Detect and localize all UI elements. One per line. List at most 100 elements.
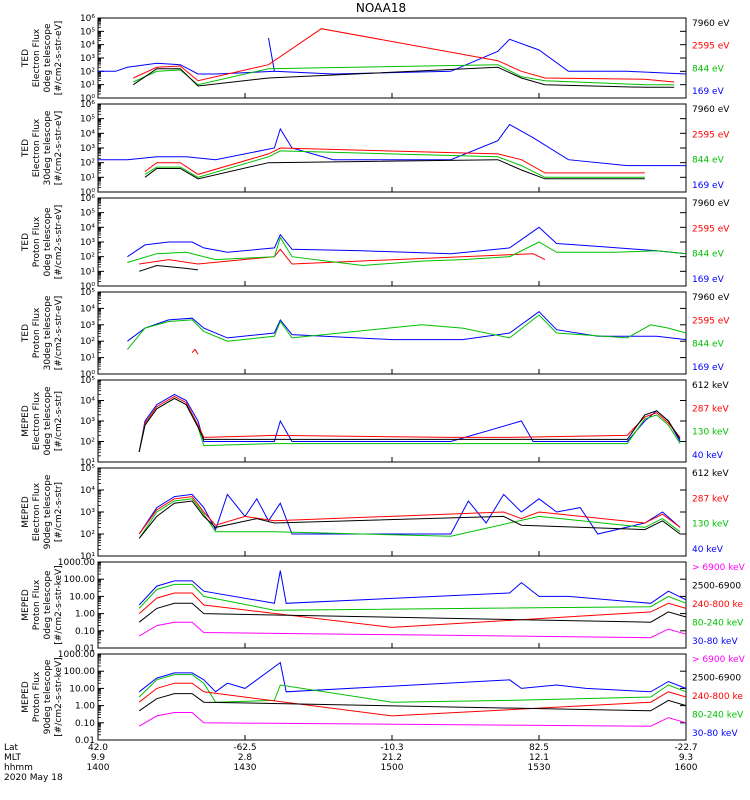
y-tick-label: 10¹ — [80, 267, 95, 277]
legend-entry: > 6900 keV — [692, 563, 746, 573]
y-axis-label-line: TED — [21, 139, 31, 158]
legend-entry: 2595 eV — [692, 316, 730, 326]
y-axis-label-line: 30deg telescope — [43, 295, 53, 370]
y-tick-label: 10⁰ — [80, 188, 95, 198]
y-tick-label: 10⁵ — [80, 376, 95, 386]
x-row-label: MLT — [4, 753, 22, 763]
legend-entry: 2595 eV — [692, 130, 730, 140]
y-tick-label: 10² — [80, 159, 95, 169]
y-axis-label-line: [#/cm2-s-str] — [54, 391, 64, 451]
legend-entry: > 6900 keV — [692, 655, 746, 665]
x-tick-label-lat: -62.5 — [233, 743, 256, 753]
y-tick-label: 10⁶ — [80, 100, 95, 110]
y-tick-label: 1.00 — [75, 610, 95, 620]
x-row-label: Lat — [4, 743, 19, 753]
series-line — [98, 123, 686, 167]
x-tick-label-hhmm: 1600 — [675, 763, 698, 773]
legend-entry: 169 eV — [692, 87, 725, 97]
y-tick-label: 10² — [80, 530, 95, 540]
y-tick-label: 10⁵ — [80, 27, 95, 37]
x-tick-label-mlt: 9.3 — [679, 753, 693, 763]
y-axis-label-line: MEPED — [21, 496, 31, 528]
series-line — [133, 66, 675, 88]
legend-entry: 7960 eV — [692, 19, 730, 29]
legend-entry: 2595 eV — [692, 224, 730, 234]
series-line — [138, 661, 687, 693]
legend-entry: 40 keV — [692, 545, 724, 555]
legend-entry: 844 eV — [692, 156, 725, 166]
y-axis-label-line: 0deg telescope — [43, 570, 53, 640]
x-tick-label-hhmm: 1500 — [381, 763, 404, 773]
y-axis-label-line: 90deg telescope — [43, 474, 53, 549]
series-line — [133, 28, 675, 83]
y-tick-label: 10⁴ — [80, 486, 95, 496]
legend-entry: 2595 eV — [692, 42, 730, 52]
x-tick-label-lat: -22.7 — [674, 743, 697, 753]
y-axis-label-line: Proton Flux — [32, 216, 42, 267]
y-tick-label: 10³ — [80, 417, 95, 427]
y-axis-label-line: Proton Flux — [32, 579, 42, 630]
x-tick-label-mlt: 9.9 — [91, 753, 106, 763]
y-tick-label: 0.01 — [75, 644, 95, 654]
x-axis-date: 2020 May 18 — [4, 773, 63, 783]
series-line — [138, 583, 687, 611]
y-tick-label: 10⁰ — [80, 282, 95, 292]
panel-frame — [97, 653, 687, 741]
y-axis-label-line: 30deg telescope — [43, 110, 53, 185]
panel-6: 10¹ 10² 10³ 10⁴ 10⁵ MEPED Electron Flux 90deg t… — [21, 464, 729, 562]
y-axis-label-line: Electron Flux — [32, 118, 42, 177]
legend-entry: 169 eV — [692, 181, 725, 191]
legend-entry: 7960 eV — [692, 293, 730, 303]
series-line — [98, 37, 687, 75]
legend-entry: 130 keV — [692, 520, 729, 530]
y-tick-label: 0.01 — [75, 736, 95, 746]
panel-4: 10⁰ 10¹ 10² 10³ 10⁴ 10⁵ TED Proton Flux 30deg te… — [21, 288, 730, 380]
series-line — [127, 314, 687, 350]
panel-frame — [97, 291, 687, 375]
series-line — [138, 674, 687, 703]
y-tick-label: 10² — [80, 67, 95, 77]
y-tick-label: 100.00 — [64, 667, 96, 677]
series-line — [138, 393, 681, 452]
y-tick-label: 10⁶ — [80, 14, 95, 24]
panel-8: 0.01 0.10 1.00 10.00 100.00 1000.00 MEPED Proto… — [21, 650, 746, 746]
y-axis-label-line: TED — [21, 49, 31, 68]
series-line — [138, 570, 687, 606]
legend-entry: 612 keV — [692, 381, 729, 391]
legend-entry: 844 eV — [692, 64, 725, 74]
series-line — [138, 592, 687, 628]
y-axis-label-line: MEPED — [21, 589, 31, 621]
y-tick-label: 10³ — [80, 238, 95, 248]
legend-entry: 612 keV — [692, 469, 729, 479]
y-tick-label: 0.10 — [75, 627, 95, 637]
panel-7: 0.01 0.10 1.00 10.00 100.00 1000.00 MEPED Proto… — [21, 558, 746, 654]
y-axis-label-line: [#/cm2-s-str-keV] — [54, 657, 64, 736]
y-tick-label: 10¹ — [80, 354, 95, 364]
y-axis-label-line: TED — [21, 233, 31, 252]
legend-entry: 240-800 ke — [692, 692, 743, 702]
x-tick-label-lat: 42.0 — [88, 743, 108, 753]
series-line — [138, 496, 681, 535]
series-line — [138, 397, 681, 452]
series-line — [139, 264, 199, 272]
y-axis-label-line: [#/cm2-s-str-eV] — [54, 296, 64, 371]
y-tick-label: 10³ — [80, 321, 95, 331]
x-tick-label-mlt: 12.1 — [529, 753, 549, 763]
y-tick-label: 0.10 — [75, 719, 95, 729]
y-axis-label-line: Proton Flux — [32, 671, 42, 722]
y-tick-label: 10² — [80, 253, 95, 263]
series-line — [144, 150, 645, 178]
y-tick-label: 100.00 — [64, 575, 96, 585]
series-line — [138, 397, 681, 452]
x-tick-label-lat: -10.3 — [380, 743, 403, 753]
y-tick-label: 10² — [80, 337, 95, 347]
x-tick-label-lat: 82.5 — [529, 743, 549, 753]
legend-entry: 169 eV — [692, 275, 725, 285]
legend-entry: 7960 eV — [692, 199, 730, 209]
legend-entry: 80-240 keV — [692, 711, 744, 721]
y-tick-label: 1000.00 — [58, 650, 95, 660]
panel-2: 10⁰ 10¹ 10² 10³ 10⁴ 10⁵ 10⁶ TED Electron Flux 30d… — [21, 100, 730, 198]
y-axis-label-line: [#/cm2-s-str] — [54, 482, 64, 542]
y-tick-label: 10¹ — [80, 173, 95, 183]
